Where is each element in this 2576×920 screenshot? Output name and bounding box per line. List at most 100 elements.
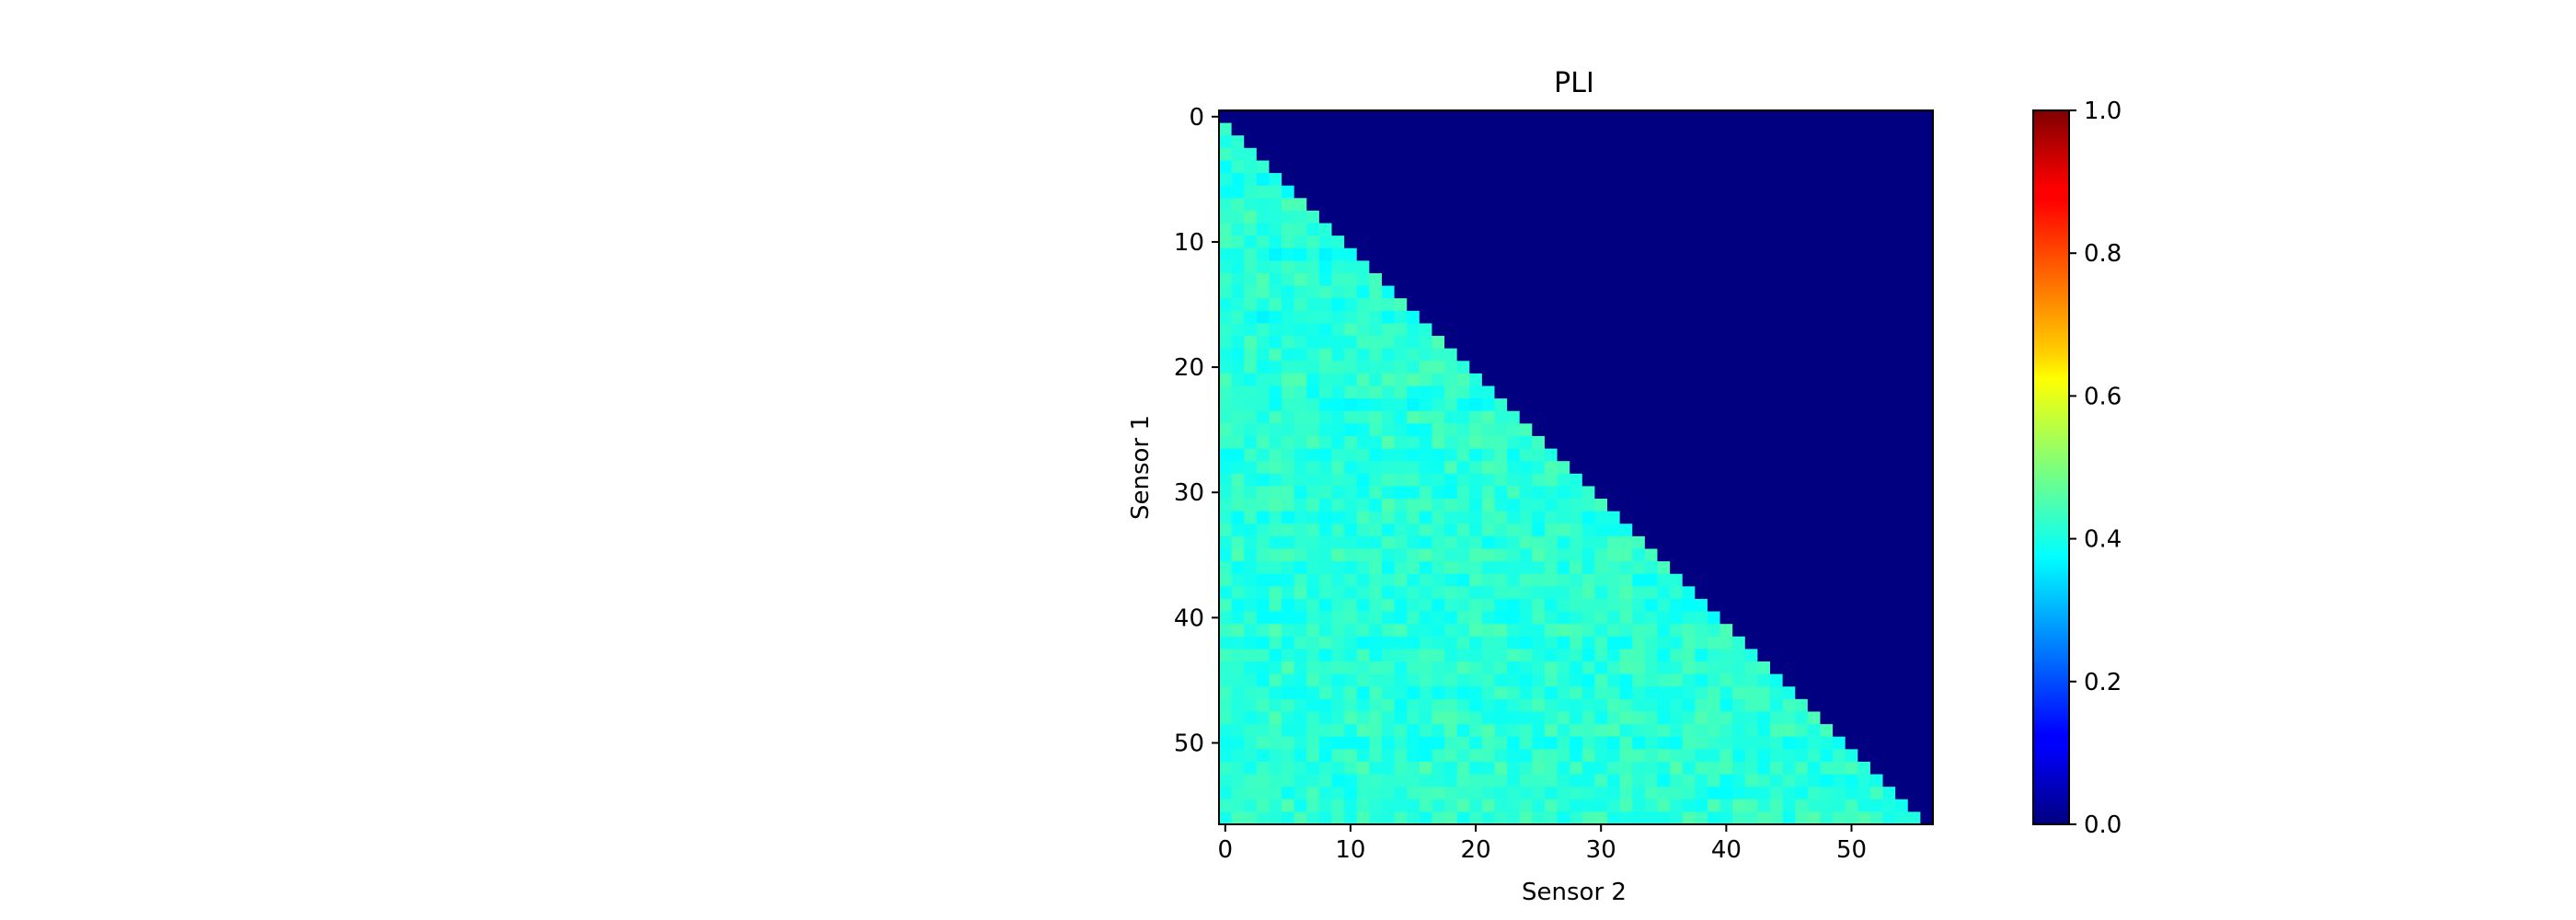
heatmap-cell	[1795, 787, 1809, 800]
heatmap-cell	[1920, 298, 1934, 312]
heatmap-cell	[1507, 736, 1521, 750]
heatmap-cell	[1782, 173, 1796, 187]
heatmap-cell	[1581, 461, 1596, 475]
heatmap-cell	[1481, 423, 1496, 437]
heatmap-cell	[1657, 535, 1671, 550]
heatmap-cell	[1857, 787, 1871, 800]
heatmap-cell	[1895, 147, 1909, 162]
heatmap-cell	[1670, 160, 1684, 174]
heatmap-cell	[1432, 210, 1445, 224]
heatmap-cell	[1331, 122, 1345, 136]
heatmap-cell	[1282, 673, 1295, 687]
heatmap-cell	[1719, 724, 1733, 738]
heatmap-cell	[1719, 473, 1733, 488]
heatmap-cell	[1256, 761, 1271, 776]
heatmap-cell	[1356, 473, 1370, 488]
heatmap-cell	[1306, 799, 1320, 812]
heatmap-cell	[1782, 548, 1796, 562]
heatmap-cell	[1695, 749, 1708, 763]
heatmap-cell	[1682, 749, 1696, 763]
heatmap-cell	[1381, 236, 1396, 249]
heatmap-cell	[1394, 423, 1408, 437]
heatmap-cell	[1670, 673, 1684, 687]
heatmap-cell	[1732, 561, 1746, 575]
heatmap-cell	[1719, 448, 1733, 462]
heatmap-cell	[1869, 811, 1884, 825]
heatmap-cell	[1419, 486, 1433, 500]
heatmap-cell	[1557, 787, 1570, 800]
heatmap-cell	[1306, 711, 1320, 725]
heatmap-cell	[1807, 636, 1822, 650]
heatmap-cell	[1607, 110, 1621, 124]
heatmap-cell	[1318, 461, 1333, 475]
heatmap-cell	[1869, 398, 1884, 412]
heatmap-cell	[1231, 598, 1245, 613]
heatmap-cell	[1719, 486, 1733, 500]
heatmap-cell	[1544, 636, 1558, 650]
heatmap-cell	[1481, 398, 1496, 412]
heatmap-cell	[1619, 787, 1633, 800]
heatmap-cell	[1644, 486, 1659, 500]
heatmap-cell	[1419, 173, 1433, 187]
heatmap-cell	[1619, 361, 1633, 374]
heatmap-cell	[1356, 523, 1370, 537]
heatmap-cell	[1670, 373, 1684, 387]
heatmap-cell	[1845, 749, 1858, 763]
heatmap-cell	[1594, 548, 1608, 562]
heatmap-cell	[1494, 236, 1508, 249]
heatmap-cell	[1244, 223, 1258, 236]
heatmap-cell	[1269, 110, 1282, 124]
heatmap-cell	[1507, 511, 1521, 524]
heatmap-cell	[1920, 698, 1934, 713]
heatmap-cell	[1444, 448, 1458, 462]
heatmap-cell	[1532, 749, 1546, 763]
heatmap-cell	[1833, 724, 1846, 738]
heatmap-cell	[1356, 799, 1370, 812]
heatmap-cell	[1845, 736, 1858, 750]
heatmap-cell	[1306, 636, 1320, 650]
heatmap-cell	[1644, 624, 1659, 638]
heatmap-cell	[1432, 160, 1445, 174]
heatmap-cell	[1507, 361, 1521, 374]
heatmap-cell	[1318, 398, 1333, 412]
heatmap-cell	[1331, 323, 1345, 337]
heatmap-cell	[1757, 210, 1771, 224]
heatmap-cell	[1244, 298, 1258, 312]
heatmap-cell	[1444, 686, 1458, 700]
heatmap-cell	[1331, 298, 1345, 312]
heatmap-cell	[1833, 323, 1846, 337]
heatmap-cell	[1695, 423, 1708, 437]
heatmap-cell	[1607, 435, 1621, 450]
heatmap-cell	[1920, 323, 1934, 337]
heatmap-cell	[1219, 310, 1233, 325]
heatmap-cell	[1670, 548, 1684, 562]
heatmap-cell	[1820, 236, 1834, 249]
heatmap-cell	[1532, 385, 1546, 399]
heatmap-cell	[1557, 385, 1570, 399]
heatmap-cell	[1882, 461, 1896, 475]
heatmap-cell	[1519, 110, 1533, 124]
heatmap-cell	[1570, 461, 1583, 475]
heatmap-cell	[1632, 348, 1646, 362]
heatmap-cell	[1833, 573, 1846, 587]
heatmap-cell	[1757, 661, 1771, 675]
heatmap-cell	[1657, 486, 1671, 500]
heatmap-cell	[1907, 198, 1921, 212]
heatmap-cell	[1231, 160, 1245, 174]
heatmap-cell	[1532, 435, 1546, 450]
heatmap-cell	[1695, 135, 1708, 149]
heatmap-cell	[1757, 811, 1771, 825]
heatmap-cell	[1619, 210, 1633, 224]
heatmap-cell	[1833, 210, 1846, 224]
heatmap-cell	[1833, 523, 1846, 537]
heatmap-cell	[1282, 336, 1295, 350]
heatmap-cell	[1869, 636, 1884, 650]
heatmap-cell	[1882, 761, 1896, 776]
heatmap-cell	[1581, 535, 1596, 550]
heatmap-cell	[1306, 298, 1320, 312]
heatmap-cell	[1532, 272, 1546, 287]
heatmap-cell	[1920, 310, 1934, 325]
heatmap-cell	[1557, 198, 1570, 212]
heatmap-cell	[1469, 611, 1483, 625]
heatmap-cell	[1282, 698, 1295, 713]
